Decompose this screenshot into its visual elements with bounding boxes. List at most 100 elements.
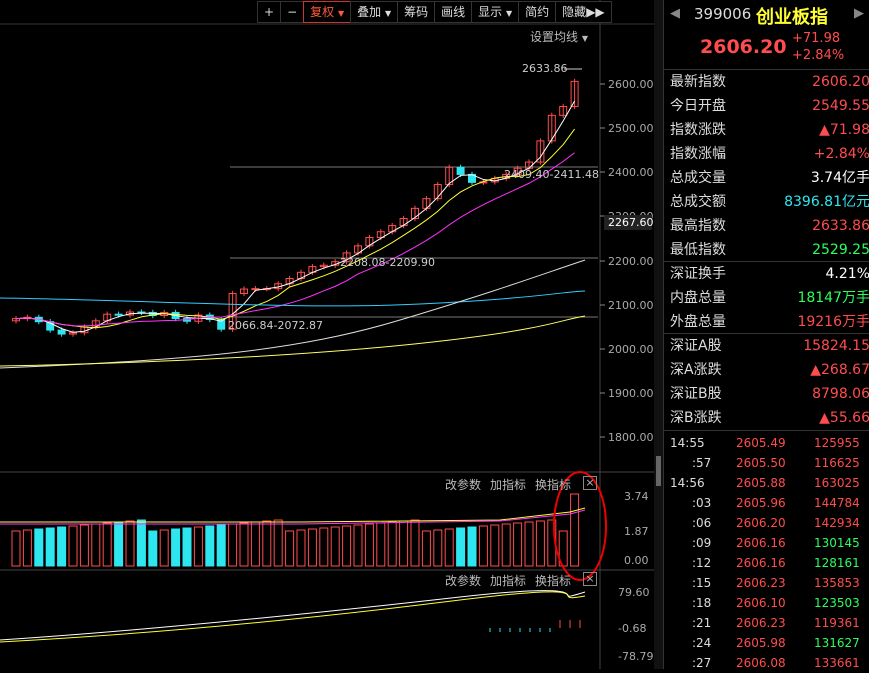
xianshi-button[interactable]: 显示 ▼ <box>471 1 520 23</box>
dropdown-icon: ▼ <box>581 34 588 43</box>
tick-time: :24 <box>692 636 712 650</box>
stat-row: 最低指数 2529.25 <box>670 238 869 262</box>
divider <box>664 261 869 262</box>
volume-bar <box>410 519 420 567</box>
stat-row: 总成交额 8396.81亿元 <box>670 190 869 214</box>
stat-value: 3.74亿手 <box>810 170 869 186</box>
candle-body <box>12 318 20 322</box>
scrollbar[interactable] <box>654 0 663 669</box>
stat-row: 深证B股 8798.06 <box>670 382 869 406</box>
sub1-switch-button[interactable]: 换指标 <box>535 478 572 492</box>
divider <box>664 69 869 70</box>
tick-time: :27 <box>692 656 712 670</box>
tick-price: 2605.88 <box>736 476 786 490</box>
tick-row: :12 2606.16 128161 <box>664 553 864 573</box>
tick-time: :06 <box>692 516 712 530</box>
jianyue-button[interactable]: 简约 <box>518 1 557 23</box>
chouma-button[interactable]: 筹码 <box>397 1 436 23</box>
tick-price: 2606.20 <box>736 516 786 530</box>
candle-body <box>114 313 123 316</box>
zoom-in-button[interactable]: + <box>257 1 282 23</box>
huaxian-button[interactable]: 画线 <box>434 1 473 23</box>
sub1-add-button[interactable]: 加指标 <box>490 478 527 492</box>
tick-time: :09 <box>692 536 712 550</box>
volume-bar <box>467 526 477 567</box>
diejia-label: 叠加 <box>357 5 382 19</box>
tick-row: :27 2606.08 133661 <box>664 653 864 673</box>
stat-value: 8798.06 <box>812 386 869 402</box>
volume-bar <box>262 520 272 567</box>
y-tick-label: 2000.00 <box>608 343 654 356</box>
sub2-switch-button[interactable]: 换指标 <box>535 574 572 588</box>
volume-bar <box>159 529 169 567</box>
stat-value: ▲268.67 <box>810 362 869 378</box>
ma-setting-button[interactable]: 设置均线 ▼ <box>530 28 588 45</box>
tick-time: :21 <box>692 616 712 630</box>
ma-line <box>15 128 576 329</box>
candle-body <box>411 207 419 220</box>
next-arrow-icon[interactable]: ▶ <box>854 6 864 21</box>
stat-value: 19216万手 <box>797 314 869 330</box>
sub2-add-button[interactable]: 加指标 <box>490 574 527 588</box>
candle-body <box>456 166 465 175</box>
ma60-line <box>0 290 586 307</box>
tick-row: :24 2605.98 131627 <box>664 633 864 653</box>
stat-label: 最低指数 <box>670 242 726 258</box>
stat-label: 内盘总量 <box>670 290 726 306</box>
volume-bar <box>570 493 580 567</box>
stat-label: 深证换手 <box>670 266 726 282</box>
sub1-params-button[interactable]: 改参数 <box>445 478 482 492</box>
volume-bar <box>79 524 89 567</box>
ma-line <box>15 152 575 327</box>
volume-bar <box>399 520 409 567</box>
stat-row: 总成交量 3.74亿手 <box>670 166 869 190</box>
tick-volume: 135853 <box>814 576 860 590</box>
tick-volume: 130145 <box>814 536 860 550</box>
stat-value: ▲55.66 <box>819 410 869 426</box>
volume-bar <box>353 524 363 567</box>
volume-bar <box>11 530 21 567</box>
close-icon[interactable]: × <box>583 572 597 586</box>
stat-label: 深A涨跌 <box>670 362 722 378</box>
close-icon[interactable]: × <box>583 476 597 490</box>
divider <box>664 430 869 431</box>
tick-volume: 142934 <box>814 516 860 530</box>
stat-label: 指数涨幅 <box>670 146 726 162</box>
price-tag: 2267.60 <box>608 216 654 229</box>
toolbar: + − 复权 ▼ 叠加 ▼ 筹码 画线 显示 ▼ 简约 隐藏▶▶ <box>257 1 612 23</box>
yincang-button[interactable]: 隐藏▶▶ <box>555 1 612 23</box>
volume-bar <box>45 527 55 567</box>
xianshi-label: 显示 <box>478 5 503 19</box>
stat-label: 今日开盘 <box>670 98 726 114</box>
stat-label: 最新指数 <box>670 74 726 90</box>
y-tick-label: 2200.00 <box>608 255 654 268</box>
scrollbar-thumb[interactable] <box>656 456 661 486</box>
stat-label: 最高指数 <box>670 218 726 234</box>
volume-bar <box>68 525 78 567</box>
diejia-button[interactable]: 叠加 ▼ <box>350 1 399 23</box>
volume-bar <box>456 527 466 567</box>
tick-row: :21 2606.23 119361 <box>664 613 864 633</box>
tick-volume: 116625 <box>814 456 860 470</box>
price-annotation: 2208.08-2209.90 <box>340 256 435 269</box>
stat-value: +2.84% <box>813 146 869 162</box>
prev-arrow-icon[interactable]: ◀ <box>670 6 680 21</box>
fuquan-button[interactable]: 复权 ▼ <box>303 1 352 23</box>
volume-bar <box>205 525 215 567</box>
stat-row: 外盘总量 19216万手 <box>670 310 869 334</box>
sub2-params-button[interactable]: 改参数 <box>445 574 482 588</box>
ma-line <box>15 100 576 333</box>
tick-time: :57 <box>692 456 712 470</box>
tick-time: 14:56 <box>670 476 705 490</box>
stat-row: 深证换手 4.21% <box>670 262 869 286</box>
zoom-out-button[interactable]: − <box>280 1 305 23</box>
y-tick-label: 2400.00 <box>608 166 654 179</box>
kline-chart[interactable]: 2600.002500.002400.002300.002200.002100.… <box>0 0 654 669</box>
dropdown-icon: ▼ <box>337 9 345 18</box>
tick-price: 2606.08 <box>736 656 786 670</box>
y-tick-label: 1800.00 <box>608 431 654 444</box>
volume-bar <box>376 522 386 567</box>
tick-time: :15 <box>692 576 712 590</box>
price-annotation: 2633.86 <box>522 62 568 75</box>
stat-row: 指数涨幅 +2.84% <box>670 142 869 166</box>
